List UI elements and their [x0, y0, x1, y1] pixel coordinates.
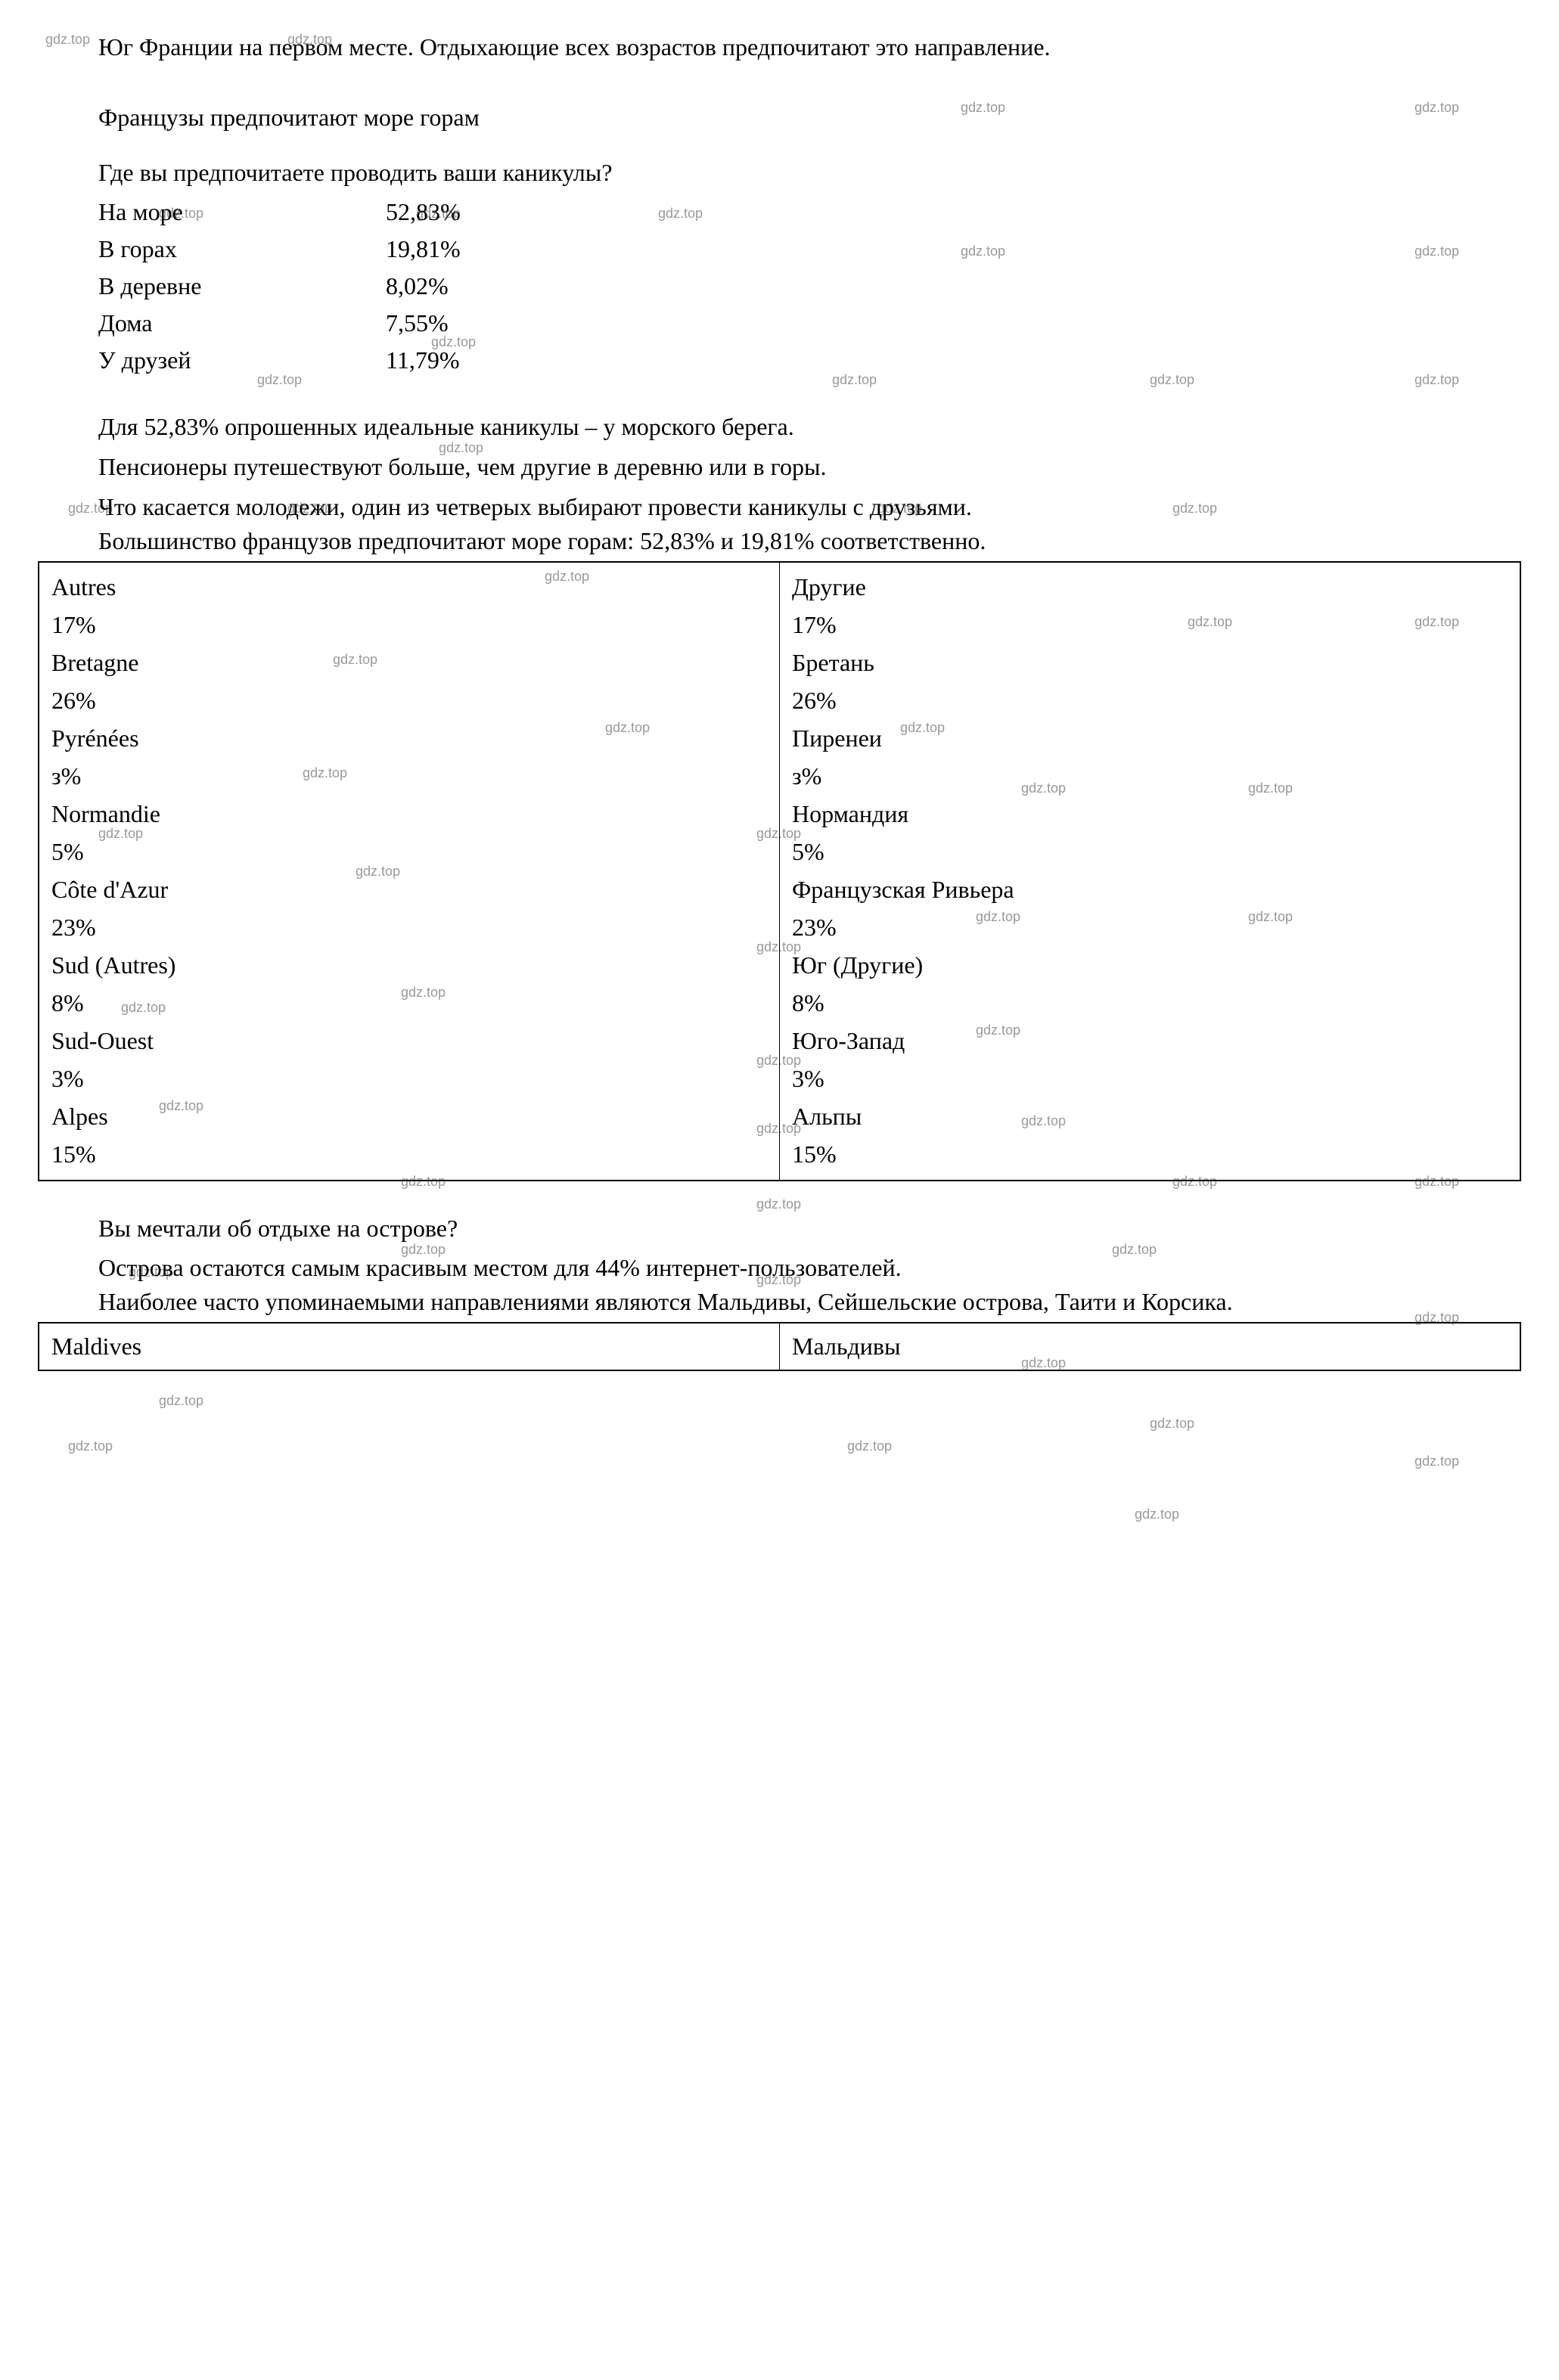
intro-paragraph-2: Французы предпочитают море горам: [38, 101, 1521, 135]
survey-row-label: В деревне: [98, 269, 386, 303]
watermark-text: gdz.top: [1150, 1414, 1194, 1433]
region-percentage-translated: 23%: [792, 909, 1508, 945]
region-percentage-translated: 5%: [792, 833, 1508, 870]
region-name-translated: Юг (Другие): [792, 947, 1508, 983]
survey-question: Где вы предпочитаете проводить ваши кани…: [38, 156, 1521, 190]
regions-table: Autres17%Bretagne26%Pyrénéesз%Normandie5…: [38, 561, 1521, 1181]
region-percentage: 23%: [51, 909, 767, 945]
intro-paragraph-1: Юг Франции на первом месте. Отдыхающие в…: [38, 30, 1521, 64]
region-name-translated: Бретань: [792, 644, 1508, 681]
region-name: Sud (Autres): [51, 947, 767, 983]
region-name-translated: Альпы: [792, 1098, 1508, 1134]
region-percentage: з%: [51, 758, 767, 794]
region-name: Alpes: [51, 1098, 767, 1134]
region-percentage: 17%: [51, 607, 767, 643]
middle-paragraph-4: Большинство французов предпочитают море …: [38, 524, 1521, 558]
region-name: Pyrénées: [51, 720, 767, 756]
region-percentage: 26%: [51, 682, 767, 718]
region-name: Normandie: [51, 796, 767, 832]
survey-row-label: У друзей: [98, 343, 386, 377]
region-name: Bretagne: [51, 644, 767, 681]
region-name-translated: Пиренеи: [792, 720, 1508, 756]
region-percentage: 5%: [51, 833, 767, 870]
region-percentage-translated: 26%: [792, 682, 1508, 718]
survey-row: В деревне8,02%: [98, 269, 1521, 303]
watermark-text: gdz.top: [1135, 1505, 1179, 1524]
watermark-text: gdz.top: [68, 1437, 113, 1456]
survey-row: Дома7,55%: [98, 306, 1521, 340]
middle-paragraph-2: Пенсионеры путешествуют больше, чем друг…: [38, 450, 1521, 484]
survey-row-value: 11,79%: [386, 343, 537, 377]
regions-table-left-cell: Autres17%Bretagne26%Pyrénéesз%Normandie5…: [39, 562, 780, 1181]
region-percentage-translated: 17%: [792, 607, 1508, 643]
region-name: Sud-Ouest: [51, 1022, 767, 1059]
islands-paragraph-1: Вы мечтали об отдыхе на острове?: [38, 1212, 1521, 1246]
region-percentage-translated: 15%: [792, 1136, 1508, 1172]
region-name-translated: Юго-Запад: [792, 1022, 1508, 1059]
survey-row-value: 52,83%: [386, 195, 537, 229]
survey-row-value: 19,81%: [386, 232, 537, 266]
region-percentage-translated: 8%: [792, 985, 1508, 1021]
watermark-text: gdz.top: [1415, 1452, 1459, 1471]
islands-table-left-cell: Maldives: [39, 1323, 780, 1370]
survey-row-label: На море: [98, 195, 386, 229]
region-percentage: 15%: [51, 1136, 767, 1172]
survey-row-value: 8,02%: [386, 269, 537, 303]
region-name-translated: Французская Ривьера: [792, 871, 1508, 908]
survey-row-label: Дома: [98, 306, 386, 340]
watermark-text: gdz.top: [159, 1392, 203, 1410]
middle-paragraph-1: Для 52,83% опрошенных идеальные каникулы…: [38, 410, 1521, 444]
survey-row: В горах19,81%: [98, 232, 1521, 266]
region-percentage: 8%: [51, 985, 767, 1021]
islands-table: Maldives Мальдивы: [38, 1322, 1521, 1371]
middle-paragraph-3: Что касается молодежи, один из четверых …: [38, 490, 1521, 524]
islands-table-right-cell: Мальдивы: [780, 1323, 1521, 1370]
region-name: Autres: [51, 569, 767, 605]
region-name-translated: Нормандия: [792, 796, 1508, 832]
islands-paragraph-3: Наиболее часто упоминаемыми направлениям…: [38, 1285, 1521, 1319]
regions-table-right-cell: Другие17%Бретань26%Пиренеиз%Нормандия5%Ф…: [780, 562, 1521, 1181]
survey-row: На море52,83%: [98, 195, 1521, 229]
watermark-text: gdz.top: [847, 1437, 892, 1456]
region-percentage-translated: з%: [792, 758, 1508, 794]
region-percentage-translated: 3%: [792, 1060, 1508, 1097]
survey-rows-container: На море52,83%В горах19,81%В деревне8,02%…: [38, 195, 1521, 377]
survey-row-label: В горах: [98, 232, 386, 266]
region-percentage: 3%: [51, 1060, 767, 1097]
region-name-translated: Другие: [792, 569, 1508, 605]
islands-paragraph-2: Острова остаются самым красивым местом д…: [38, 1251, 1521, 1285]
region-name: Côte d'Azur: [51, 871, 767, 908]
survey-row-value: 7,55%: [386, 306, 537, 340]
survey-row: У друзей11,79%: [98, 343, 1521, 377]
